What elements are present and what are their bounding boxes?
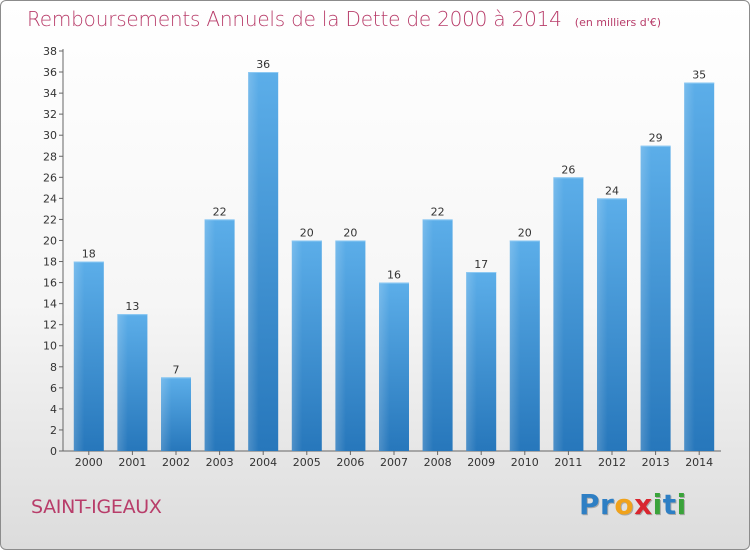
y-tick-label: 10 — [43, 340, 57, 353]
y-tick-label: 20 — [43, 234, 57, 247]
bar-highlight — [161, 377, 172, 451]
proxiti-logo: Proxiti — [579, 488, 687, 521]
chart-labels: 0246810121416182022242628303234363818200… — [43, 45, 713, 469]
value-label-2000: 18 — [82, 248, 96, 261]
y-tick-label: 14 — [43, 298, 57, 311]
y-tick-label: 32 — [43, 108, 57, 121]
y-tick-label: 12 — [43, 319, 57, 332]
bar-highlight — [248, 72, 259, 451]
value-label-2009: 17 — [474, 258, 488, 271]
y-tick-label: 0 — [50, 445, 57, 458]
y-tick-label: 30 — [43, 129, 57, 142]
x-tick-label-2000: 2000 — [75, 456, 103, 469]
x-tick-label-2001: 2001 — [118, 456, 146, 469]
x-tick-label-2009: 2009 — [467, 456, 495, 469]
value-label-2013: 29 — [649, 132, 663, 145]
bar-highlight — [291, 240, 303, 451]
brand-letter: i — [676, 488, 687, 521]
brand-letter: o — [614, 488, 635, 521]
brand-letter: i — [652, 488, 663, 521]
x-tick-label-2007: 2007 — [380, 456, 408, 469]
x-tick-label-2014: 2014 — [685, 456, 713, 469]
brand-letter: x — [634, 488, 653, 521]
y-tick-label: 38 — [43, 45, 57, 58]
bar-highlight — [379, 282, 390, 451]
bar-highlight — [597, 198, 608, 451]
y-tick-label: 6 — [50, 382, 57, 395]
value-label-2012: 24 — [605, 184, 619, 197]
value-label-2004: 36 — [256, 58, 270, 71]
chart-unit-text: (en milliers d'€) — [574, 16, 662, 29]
y-tick-label: 36 — [43, 66, 57, 79]
value-label-2006: 20 — [343, 226, 357, 239]
x-tick-label-2012: 2012 — [598, 456, 626, 469]
y-tick-label: 24 — [43, 192, 57, 205]
bar-highlight — [422, 219, 434, 451]
y-tick-label: 2 — [50, 424, 57, 437]
value-label-2007: 16 — [387, 269, 401, 282]
x-tick-label-2002: 2002 — [162, 456, 190, 469]
chart-bars — [73, 72, 715, 451]
bar-highlight — [509, 240, 521, 451]
value-label-2008: 22 — [431, 205, 445, 218]
chart-title-text: Remboursements Annuels de la Dette de 20… — [27, 7, 562, 31]
brand-letter: r — [600, 488, 615, 521]
brand-letter: P — [579, 488, 601, 521]
value-label-2001: 13 — [125, 300, 139, 313]
bar-highlight — [640, 145, 652, 451]
y-tick-label: 28 — [43, 150, 57, 163]
y-tick-label: 8 — [50, 361, 57, 374]
x-tick-label-2005: 2005 — [293, 456, 321, 469]
value-label-2003: 22 — [213, 205, 227, 218]
x-tick-label-2006: 2006 — [336, 456, 364, 469]
value-label-2010: 20 — [518, 226, 532, 239]
x-tick-label-2004: 2004 — [249, 456, 277, 469]
value-label-2005: 20 — [300, 226, 314, 239]
y-tick-label: 18 — [43, 256, 57, 269]
bar-highlight — [684, 82, 695, 451]
x-tick-label-2011: 2011 — [554, 456, 582, 469]
bar-highlight — [335, 240, 346, 451]
y-tick-label: 26 — [43, 171, 57, 184]
bar-highlight — [466, 272, 477, 451]
bar-highlight — [204, 219, 216, 451]
brand-letter: t — [662, 488, 677, 521]
bar-highlight — [117, 314, 128, 451]
x-tick-label-2010: 2010 — [511, 456, 539, 469]
x-tick-label-2013: 2013 — [642, 456, 670, 469]
commune-name: SAINT-IGEAUX — [31, 496, 162, 518]
value-label-2002: 7 — [173, 363, 180, 376]
bar-highlight — [73, 261, 85, 451]
value-label-2011: 26 — [561, 163, 575, 176]
y-tick-label: 34 — [43, 87, 57, 100]
x-tick-label-2003: 2003 — [206, 456, 234, 469]
chart-title: Remboursements Annuels de la Dette de 20… — [27, 7, 661, 31]
x-tick-label-2008: 2008 — [424, 456, 452, 469]
y-tick-label: 4 — [50, 403, 57, 416]
y-tick-label: 22 — [43, 213, 57, 226]
y-tick-label: 16 — [43, 277, 57, 290]
bar-highlight — [553, 177, 564, 451]
value-label-2014: 35 — [692, 69, 706, 82]
